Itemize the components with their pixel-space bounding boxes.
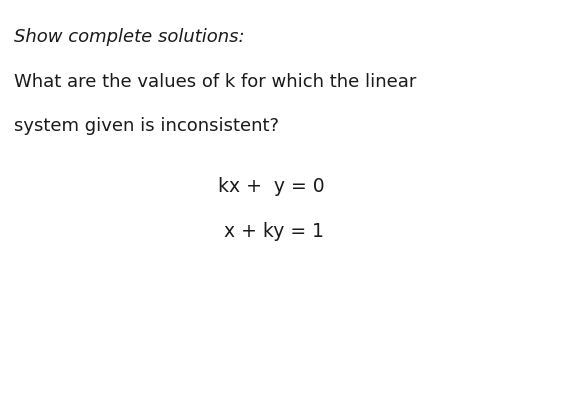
Text: x + ky = 1: x + ky = 1 bbox=[218, 222, 324, 241]
Text: What are the values of k for which the linear: What are the values of k for which the l… bbox=[14, 73, 417, 91]
Text: Show complete solutions:: Show complete solutions: bbox=[14, 28, 245, 46]
Text: kx +  y = 0: kx + y = 0 bbox=[218, 177, 325, 196]
Text: system given is inconsistent?: system given is inconsistent? bbox=[14, 117, 279, 135]
